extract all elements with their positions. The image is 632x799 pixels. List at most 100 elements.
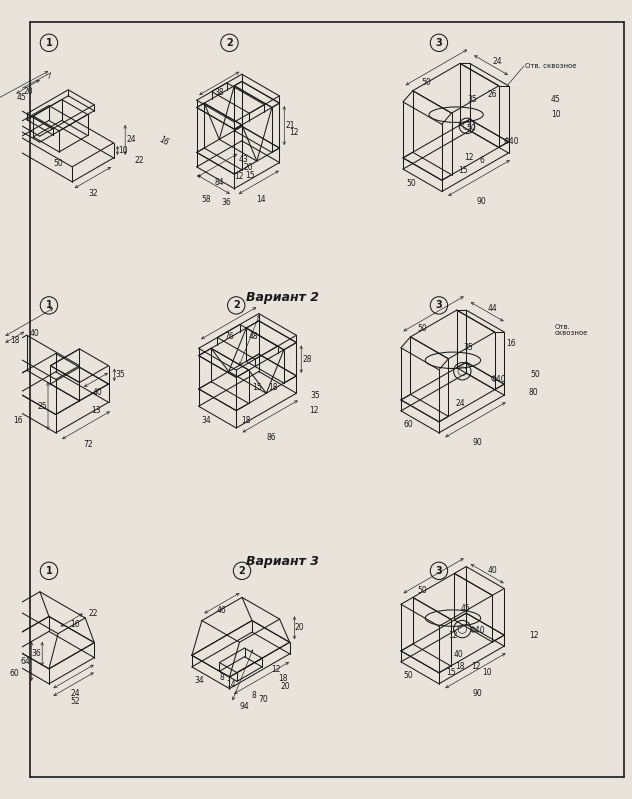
- Text: 50: 50: [54, 159, 63, 168]
- Text: 50: 50: [406, 179, 416, 188]
- Text: 45: 45: [461, 604, 471, 613]
- Text: сквозное: сквозное: [555, 330, 588, 336]
- Text: 86: 86: [266, 433, 276, 442]
- Text: 50: 50: [422, 78, 432, 87]
- Text: 36: 36: [32, 650, 41, 658]
- Text: 18: 18: [278, 674, 288, 683]
- Text: 13: 13: [92, 406, 101, 415]
- Text: 20: 20: [23, 86, 33, 96]
- Text: 40: 40: [453, 650, 463, 659]
- Text: 25: 25: [37, 402, 47, 411]
- Text: 2: 2: [239, 566, 245, 576]
- Text: Φ40: Φ40: [504, 137, 519, 145]
- Text: 70: 70: [258, 694, 269, 704]
- Text: 15: 15: [253, 383, 262, 392]
- Text: 18: 18: [456, 662, 465, 671]
- Text: 84: 84: [214, 178, 224, 187]
- Text: 40: 40: [488, 566, 498, 575]
- Text: 14: 14: [256, 195, 265, 204]
- Text: 3: 3: [435, 38, 442, 48]
- Text: 44: 44: [488, 304, 498, 313]
- Text: 22: 22: [135, 156, 145, 165]
- Text: 1: 1: [46, 566, 52, 576]
- Text: 34: 34: [194, 676, 204, 685]
- Text: 12: 12: [464, 153, 473, 162]
- Text: 72: 72: [83, 440, 93, 449]
- Text: 10: 10: [482, 668, 492, 677]
- Text: 45: 45: [16, 93, 27, 102]
- Text: 20: 20: [243, 163, 253, 172]
- Text: 80: 80: [529, 388, 538, 397]
- Text: 16: 16: [70, 619, 80, 629]
- Text: 50: 50: [417, 586, 427, 595]
- Text: 12: 12: [529, 631, 538, 640]
- Text: 2: 2: [226, 38, 233, 48]
- Text: 40: 40: [29, 329, 39, 338]
- Text: 10: 10: [551, 109, 561, 119]
- Text: 18: 18: [10, 336, 20, 344]
- Text: 8: 8: [252, 691, 256, 700]
- Text: 90: 90: [473, 689, 482, 698]
- Text: 50: 50: [417, 324, 427, 333]
- Text: Отв. сквозное: Отв. сквозное: [525, 63, 576, 69]
- Text: Вариант 2: Вариант 2: [246, 291, 319, 304]
- Text: 18: 18: [241, 415, 251, 425]
- Text: 22: 22: [88, 609, 98, 618]
- Text: 64: 64: [21, 657, 31, 666]
- Text: 3: 3: [435, 300, 442, 310]
- Text: 34: 34: [201, 415, 210, 424]
- Text: 1: 1: [46, 38, 52, 48]
- Text: 12: 12: [271, 665, 281, 674]
- Text: 21: 21: [285, 121, 295, 130]
- Text: 16: 16: [157, 135, 170, 148]
- Text: 20: 20: [281, 682, 290, 691]
- Text: 50: 50: [403, 671, 413, 680]
- Text: 35: 35: [468, 95, 478, 105]
- Text: 35: 35: [310, 391, 320, 400]
- Text: 15: 15: [446, 668, 455, 677]
- Text: 12: 12: [289, 128, 299, 137]
- Text: Φ40: Φ40: [470, 626, 485, 635]
- Text: 6: 6: [480, 156, 485, 165]
- Text: 16: 16: [506, 340, 516, 348]
- Text: 94: 94: [240, 702, 250, 711]
- Text: 8: 8: [219, 673, 224, 682]
- Text: 24: 24: [126, 136, 136, 145]
- Text: 32: 32: [88, 189, 98, 198]
- Text: 12: 12: [449, 631, 458, 640]
- Text: 12: 12: [234, 172, 244, 181]
- Text: 58: 58: [201, 195, 210, 204]
- Text: 35: 35: [115, 371, 125, 380]
- Text: 60: 60: [403, 420, 413, 429]
- Text: Φ40: Φ40: [491, 376, 507, 384]
- Text: 38: 38: [214, 88, 224, 97]
- Text: 60: 60: [10, 669, 20, 678]
- Text: 48: 48: [248, 332, 258, 341]
- Text: 12: 12: [308, 406, 318, 415]
- Text: 1: 1: [46, 300, 52, 310]
- Text: 90: 90: [476, 197, 486, 205]
- Text: Вариант 3: Вариант 3: [246, 555, 319, 567]
- Text: 15: 15: [458, 165, 468, 175]
- Text: 76: 76: [224, 332, 234, 341]
- Text: 35: 35: [463, 344, 473, 352]
- Text: Отв.: Отв.: [555, 324, 571, 330]
- Text: 16: 16: [13, 416, 23, 425]
- Text: 20: 20: [295, 623, 304, 632]
- Text: 36: 36: [222, 197, 231, 207]
- Text: 24: 24: [456, 400, 465, 408]
- Text: 12: 12: [471, 662, 480, 671]
- Text: 90: 90: [473, 438, 482, 447]
- Text: 18: 18: [268, 383, 277, 392]
- Text: 14: 14: [227, 680, 236, 690]
- Text: 2: 2: [233, 300, 240, 310]
- Text: 50: 50: [531, 371, 540, 380]
- Text: 3: 3: [435, 566, 442, 576]
- Text: 28: 28: [302, 355, 312, 364]
- Text: 50: 50: [466, 124, 476, 133]
- Text: 24: 24: [492, 57, 502, 66]
- Text: 15: 15: [245, 170, 255, 180]
- Text: 46: 46: [217, 606, 227, 615]
- Text: 52: 52: [71, 697, 80, 706]
- Text: 26: 26: [487, 90, 497, 99]
